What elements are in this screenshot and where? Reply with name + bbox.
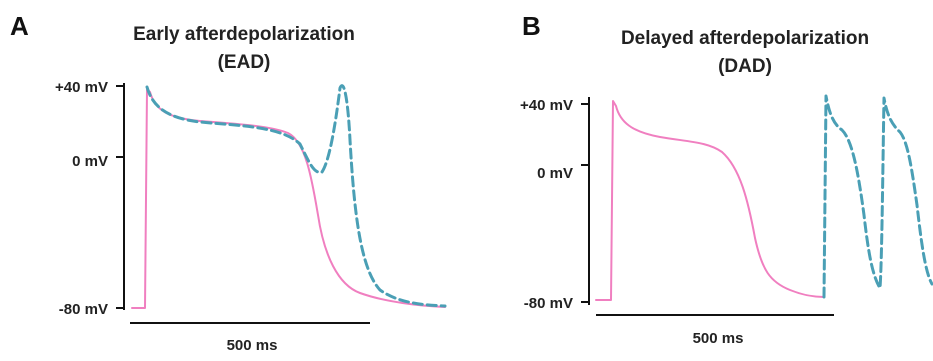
panel-b-dad-trace <box>822 94 933 299</box>
panel-a-tick-label-40: +40 mV <box>55 79 108 96</box>
panel-a-tick-label-0: 0 mV <box>72 153 108 170</box>
panel-b-tick-label-40: +40 mV <box>520 97 573 114</box>
panel-a-title-line1: Early afterdepolarization <box>133 24 355 45</box>
panel-b-scale-bar-label: 500 ms <box>693 330 744 347</box>
panel-b-tick-label-minus80: -80 mV <box>524 295 573 312</box>
panel-a-normal-trace <box>131 88 446 309</box>
panel-a-title-line2: (EAD) <box>218 52 271 73</box>
panel-b-title-line1: Delayed afterdepolarization <box>621 28 869 49</box>
panel-b: B Delayed afterdepolarization (DAD) +40 … <box>520 11 933 347</box>
panel-b-title-line2: (DAD) <box>718 56 772 77</box>
panel-a-letter: A <box>10 11 29 41</box>
panel-b-letter: B <box>522 11 541 41</box>
panel-a-tick-label-minus80: -80 mV <box>59 301 108 318</box>
panel-a-scale-bar-label: 500 ms <box>227 337 278 354</box>
panel-a: A Early afterdepolarization (EAD) +40 mV… <box>10 11 447 354</box>
panel-b-tick-label-0: 0 mV <box>537 165 573 182</box>
panel-b-normal-trace <box>595 100 825 301</box>
panel-a-ead-trace <box>145 84 447 308</box>
